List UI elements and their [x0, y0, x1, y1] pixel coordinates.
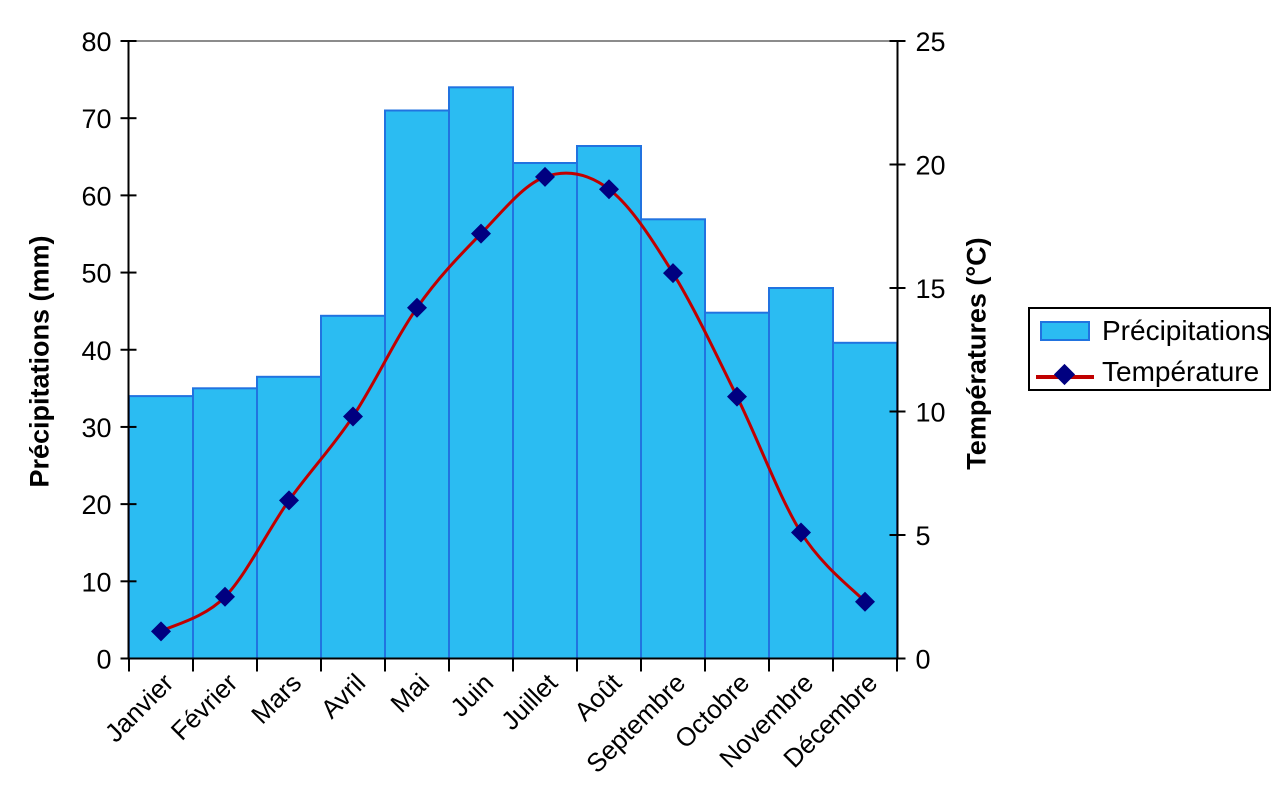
temperature-marker-Février — [215, 586, 235, 607]
temperature-marker-Décembre — [855, 591, 875, 612]
left-tick-label-70: 70 — [81, 104, 111, 134]
month-label-Mars: Mars — [245, 668, 307, 730]
temperature-marker-Mai — [407, 297, 427, 318]
bar-Août — [576, 145, 642, 660]
right-tick-label-20: 20 — [916, 151, 946, 181]
bar-Octobre — [704, 311, 770, 660]
left-tick-label-80: 80 — [81, 27, 111, 57]
bar-Juin — [448, 86, 514, 660]
left-tick-label-40: 40 — [81, 336, 111, 366]
bar-Février — [192, 387, 258, 660]
month-label-Janvier: Janvier — [99, 667, 180, 748]
bar-Juillet — [512, 162, 578, 660]
left-tick-label-10: 10 — [81, 567, 111, 597]
legend-label-precipitations: Précipitations — [1102, 315, 1271, 346]
month-label-Février: Février — [165, 667, 244, 746]
temperature-marker-Septembre — [663, 263, 683, 284]
right-tick-label-10: 10 — [916, 398, 946, 428]
bar-Janvier — [128, 395, 194, 660]
month-label-Juillet: Juillet — [495, 667, 564, 736]
temperature-diamond-icon — [1053, 363, 1076, 386]
temperature-marker-Juin — [471, 223, 491, 244]
legend: Précipitations Température — [1028, 307, 1271, 391]
temperature-marker-Janvier — [151, 621, 171, 642]
precipitation-swatch-icon — [1040, 321, 1090, 341]
right-tick-label-25: 25 — [916, 27, 946, 57]
right-tick-label-15: 15 — [916, 274, 946, 304]
temperature-marker-Novembre — [791, 522, 811, 543]
temperature-marker-Avril — [343, 406, 363, 427]
left-tick-label-50: 50 — [81, 259, 111, 289]
left-tick-label-30: 30 — [81, 413, 111, 443]
temperature-marker-Juillet — [535, 166, 555, 187]
temperature-marker-Août — [599, 179, 619, 200]
bar-Septembre — [640, 218, 706, 660]
month-label-Mai: Mai — [384, 668, 435, 719]
bar-Mars — [256, 375, 322, 660]
temperature-marker-Mars — [279, 490, 299, 511]
left-tick-label-20: 20 — [81, 490, 111, 520]
right-tick-label-0: 0 — [916, 645, 931, 675]
left-tick-label-60: 60 — [81, 181, 111, 211]
legend-label-temperature: Température — [1102, 356, 1260, 387]
right-tick-label-5: 5 — [916, 521, 931, 551]
right-axis-title: Températures (°C) — [961, 237, 992, 470]
left-axis-title: Précipitations (mm) — [24, 235, 55, 488]
bar-Novembre — [768, 287, 834, 660]
left-tick-label-0: 0 — [96, 645, 111, 675]
temperature-marker-Octobre — [727, 386, 747, 407]
month-label-Avril: Avril — [315, 668, 372, 725]
bar-Mai — [384, 109, 450, 660]
month-label-Juin: Juin — [444, 668, 499, 723]
bar-Avril — [320, 314, 386, 660]
